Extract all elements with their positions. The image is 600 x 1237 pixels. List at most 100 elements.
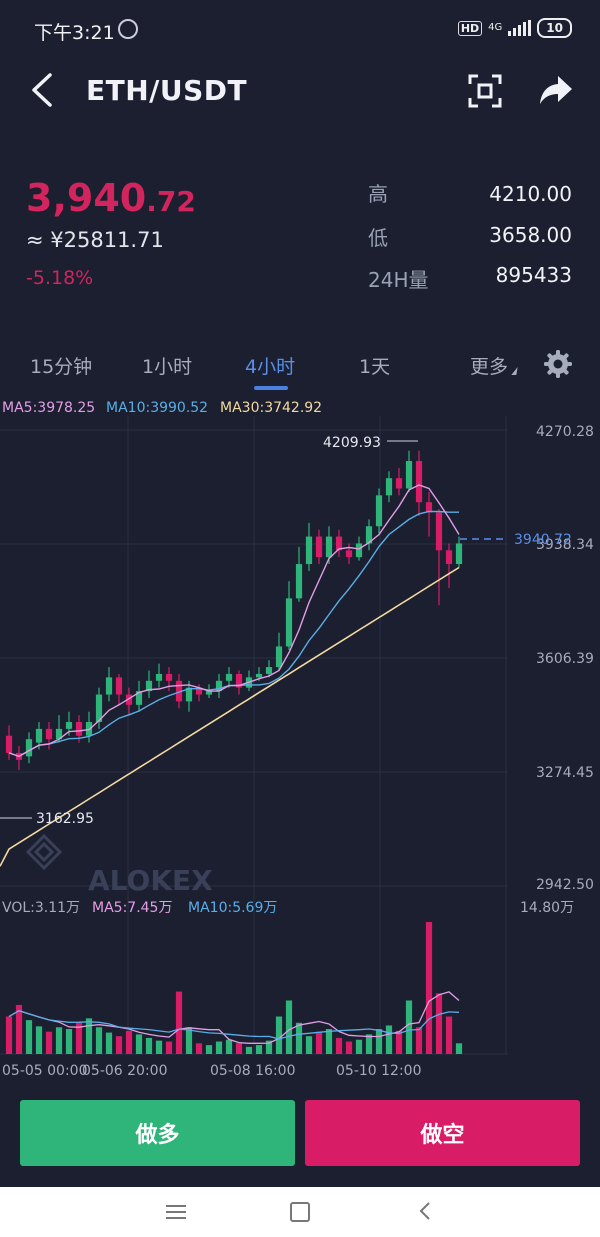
menu-icon[interactable] [166, 1205, 186, 1219]
candle-body-39 [395, 478, 403, 489]
vol-ma10-legend: MA10:5.69万 [188, 900, 277, 916]
volume-bars [5, 922, 463, 1054]
high-label: 4209.93 [323, 435, 381, 451]
ma30-legend: MA30:3742.92 [220, 400, 322, 416]
gear-icon[interactable] [544, 350, 572, 378]
x-tick-0: 05-05 00:00 [2, 1063, 87, 1079]
candle-body-16 [165, 673, 173, 681]
battery-icon: 10 [537, 18, 572, 38]
candle-body-38 [385, 478, 393, 496]
volume-bar-19 [195, 1043, 203, 1054]
volume-bar-8 [85, 1018, 93, 1054]
candle-11 [115, 673, 123, 705]
volume-bar-32 [325, 1029, 333, 1054]
candle-body-42 [425, 502, 433, 513]
tab-more[interactable]: 更多 [470, 356, 509, 378]
candle-body-27 [275, 646, 283, 668]
nav-back-icon[interactable] [418, 1201, 432, 1221]
candle-30 [305, 522, 313, 571]
candle-body-41 [415, 461, 423, 503]
candle-10 [105, 667, 113, 702]
signal-icon [508, 20, 532, 36]
volume-bar-27 [275, 1016, 283, 1054]
price-change: -5.18% [26, 267, 94, 289]
volume-bar-28 [285, 1000, 293, 1054]
candle-body-20 [205, 691, 213, 695]
volume-bar-18 [185, 1027, 193, 1054]
candle-body-19 [195, 687, 203, 695]
current-price-label: 3940.72 [514, 532, 572, 548]
sell-short-button[interactable]: 做空 [305, 1100, 580, 1166]
volume-bar-26 [265, 1040, 273, 1054]
tab-15m[interactable]: 15分钟 [30, 356, 93, 378]
ma30-line [0, 566, 460, 867]
volume-bar-38 [385, 1025, 393, 1054]
candle-body-17 [175, 680, 183, 702]
candle-body-7 [75, 722, 83, 736]
vol-ma5-line [8, 991, 460, 1044]
y-tick-4: 2942.50 [536, 877, 594, 893]
volume-bar-25 [255, 1045, 263, 1054]
candle-15 [155, 663, 163, 688]
tab-1h[interactable]: 1小时 [142, 356, 193, 378]
candle-31 [315, 529, 323, 565]
top-bar: ETH/USDT [0, 58, 600, 124]
candle-body-31 [315, 536, 323, 558]
volume-bar-22 [225, 1039, 233, 1054]
vol-max-label: 14.80万 [520, 900, 574, 916]
stat-volume-label: 24H量 [368, 268, 429, 292]
back-arrow-icon[interactable] [28, 72, 58, 108]
candle-26 [265, 660, 273, 678]
candle-body-23 [235, 673, 243, 688]
candle-body-21 [215, 680, 223, 692]
stat-volume-value: 895433 [495, 263, 572, 287]
tab-1d[interactable]: 1天 [359, 356, 391, 378]
candle-body-14 [145, 680, 153, 692]
candle-body-44 [445, 550, 453, 565]
kline-chart[interactable]: ALOKEX 4270.28 3938.34 3606.39 3274.45 2942.… [0, 392, 600, 1092]
candle-body-6 [65, 722, 73, 729]
candle-body-3 [35, 728, 43, 743]
volume-bar-21 [215, 1041, 223, 1054]
low-label: 3162.95 [36, 811, 94, 827]
home-icon[interactable] [290, 1202, 310, 1222]
volume-bar-23 [235, 1043, 243, 1054]
candle-42 [425, 491, 433, 537]
vol-ma10-line [8, 1009, 460, 1040]
candle-body-30 [305, 536, 313, 565]
candle-body-43 [435, 512, 443, 551]
candle-body-26 [265, 667, 273, 674]
candle-body-0 [5, 735, 13, 753]
ticker-panel: 3,940.72 ≈ ¥25811.71 -5.18% 高 4210.00 低 … [0, 170, 600, 310]
candle-22 [225, 667, 233, 688]
x-tick-2: 05-08 16:00 [210, 1063, 295, 1079]
candle-4 [45, 722, 53, 750]
notification-icon [118, 19, 138, 39]
ma5-line [8, 484, 460, 758]
candles [5, 450, 463, 771]
volume-bar-41 [415, 1027, 423, 1054]
stat-high-label: 高 [368, 182, 388, 206]
buy-long-button[interactable]: 做多 [20, 1100, 295, 1166]
status-time: 下午3:21 [34, 22, 115, 44]
share-icon[interactable] [538, 74, 574, 108]
candle-body-45 [455, 543, 463, 565]
volume-bar-40 [405, 1000, 413, 1054]
candle-13 [135, 680, 143, 712]
hd-badge: HD [457, 20, 483, 36]
ma5-legend: MA5:3978.25 [2, 400, 95, 416]
volume-bar-44 [445, 1016, 453, 1054]
tab-4h[interactable]: 4小时 [245, 356, 296, 378]
candle-16 [165, 667, 173, 692]
candle-34 [345, 543, 353, 565]
volume-bar-1 [15, 1004, 23, 1054]
candle-body-5 [55, 728, 63, 740]
candle-38 [385, 471, 393, 503]
y-tick-2: 3606.39 [536, 651, 594, 667]
candle-18 [185, 680, 193, 712]
volume-bar-29 [295, 1022, 303, 1054]
volume-bar-43 [435, 993, 443, 1054]
stat-low-value: 3658.00 [489, 223, 572, 247]
candle-body-35 [355, 543, 363, 558]
fullscreen-icon[interactable] [468, 74, 502, 108]
